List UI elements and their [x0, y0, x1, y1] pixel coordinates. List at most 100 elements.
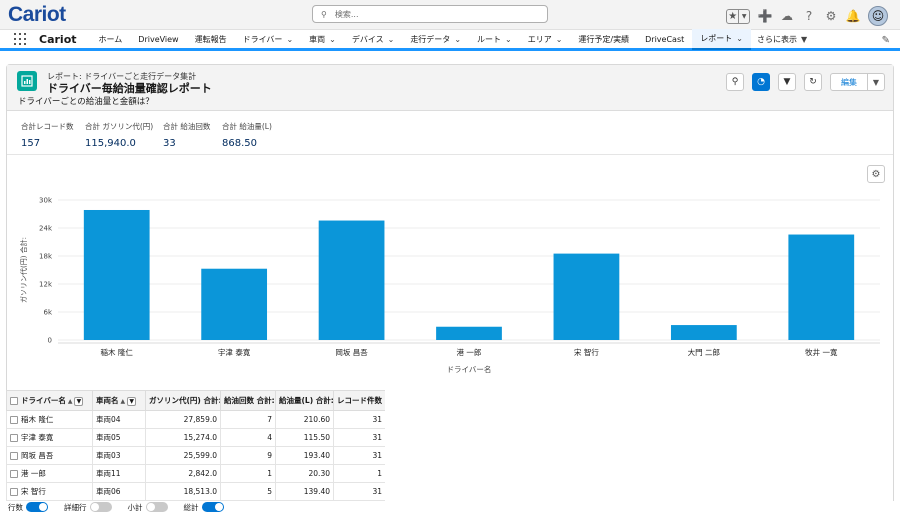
- column-header-record-count[interactable]: レコード件数: [333, 390, 385, 411]
- footer-toggle[interactable]: 行数: [8, 502, 48, 513]
- chevron-down-icon[interactable]: ⌄: [505, 34, 512, 44]
- row-checkbox[interactable]: [10, 452, 18, 460]
- sort-ascending-icon[interactable]: ▲: [120, 398, 126, 405]
- report-table: ドライバー名 ▲ ▼ 車両名 ▲ ▼ ガソリン代(円) 合計: 給油回数 合計: 給油量…: [6, 390, 385, 501]
- global-create-icon[interactable]: ➕: [757, 9, 773, 23]
- chevron-down-icon[interactable]: ⌄: [387, 34, 395, 44]
- cell-value: 115.50: [275, 428, 334, 447]
- edit-nav-pencil-icon[interactable]: ✎: [881, 35, 890, 46]
- refresh-button[interactable]: ↻: [804, 73, 822, 91]
- chevron-down-icon[interactable]: ⌄: [555, 34, 563, 44]
- toggle-switch[interactable]: [89, 502, 112, 512]
- table-row[interactable]: 宋 智行 車両06 18,513.0 5 139.40 31: [6, 482, 385, 501]
- chart-bar[interactable]: [436, 326, 502, 340]
- table-row[interactable]: 港 一郎 車両11 2,842.0 1 20.30 1: [6, 464, 385, 483]
- global-search-input[interactable]: ⚲ 検索...: [312, 5, 548, 23]
- toggle-switch[interactable]: [201, 502, 224, 512]
- chevron-down-icon[interactable]: ⌄: [736, 33, 743, 43]
- column-header-gas-cost[interactable]: ガソリン代(円) 合計:: [145, 390, 221, 411]
- nav-item[interactable]: ルート ⌄: [469, 30, 520, 48]
- column-label: ドライバー名: [21, 396, 66, 405]
- footer-toggle[interactable]: 総計: [184, 502, 224, 513]
- column-header-driver[interactable]: ドライバー名 ▲ ▼: [6, 390, 93, 411]
- row-checkbox[interactable]: [10, 488, 18, 496]
- summary-label: 合計 給油量(L): [222, 122, 272, 131]
- toggle-switch[interactable]: [145, 502, 168, 512]
- table-row[interactable]: 稲木 隆仁 車両04 27,859.0 7 210.60 31: [6, 410, 385, 429]
- nav-item[interactable]: デバイス ⌄: [344, 30, 402, 48]
- nav-item[interactable]: レポート ⌄: [692, 28, 751, 50]
- summary-record-count: 合計レコード数 157: [21, 121, 74, 149]
- chart-bar[interactable]: [553, 253, 620, 340]
- nav-item[interactable]: DriveCast: [637, 30, 692, 48]
- help-icon[interactable]: ?: [805, 9, 813, 23]
- chevron-down-icon[interactable]: ⌄: [454, 34, 462, 44]
- footer-toggle[interactable]: 詳細行: [64, 502, 112, 513]
- summary-gasoline-cost: 合計 ガソリン代(円) 115,940.0: [85, 121, 153, 149]
- edit-menu-chevron-icon[interactable]: ▼: [872, 77, 880, 87]
- chevron-down-icon[interactable]: ⌄: [329, 34, 336, 44]
- chart-bar[interactable]: [318, 220, 385, 340]
- nav-item[interactable]: 運転報告: [187, 30, 235, 48]
- chevron-down-icon[interactable]: ⌄: [286, 34, 294, 44]
- cell-vehicle: 車両05: [92, 428, 146, 447]
- search-report-button[interactable]: ⚲: [726, 73, 744, 91]
- cell-value: 4: [220, 428, 276, 447]
- header-actions: ★ ▼ ➕ ☁ ? ⚙ 🔔 ☺: [726, 6, 888, 26]
- cell-value: 9: [220, 446, 276, 465]
- cariot-logo[interactable]: Cariot: [8, 3, 66, 26]
- nav-item-label: 運転報告: [194, 34, 227, 44]
- cell-value: 1: [333, 464, 385, 483]
- chevron-down-icon[interactable]: ▼: [741, 12, 747, 20]
- nav-more-label: さらに表示: [756, 34, 797, 44]
- chart-bar[interactable]: [670, 325, 737, 340]
- column-header-refuel-volume[interactable]: 給油量(L) 合計:: [275, 390, 334, 411]
- chart-toggle-button[interactable]: ◔: [752, 73, 770, 91]
- row-checkbox[interactable]: [10, 416, 18, 424]
- column-header-vehicle[interactable]: 車両名 ▲ ▼: [92, 390, 146, 411]
- guidance-icon[interactable]: ☁: [781, 9, 793, 23]
- cell-value: 31: [333, 428, 385, 447]
- chart-settings-gear-icon[interactable]: ⚙: [867, 165, 885, 183]
- filter-button[interactable]: ▼: [778, 73, 796, 91]
- cell-value: 1: [220, 464, 276, 483]
- column-menu-icon[interactable]: ▼: [74, 396, 84, 406]
- select-all-checkbox[interactable]: [10, 397, 18, 405]
- nav-item[interactable]: 運行予定/実績: [570, 30, 637, 48]
- star-icon[interactable]: ★: [727, 9, 740, 23]
- column-header-refuel-count[interactable]: 給油回数 合計:: [220, 390, 276, 411]
- nav-item-label: デバイス: [351, 34, 384, 44]
- summary-label: 合計 給油回数: [163, 122, 211, 131]
- nav-item[interactable]: DriveView: [130, 30, 186, 48]
- summary-value: 157: [21, 138, 41, 149]
- table-row[interactable]: 宇津 泰寛 車両05 15,274.0 4 115.50 31: [6, 428, 385, 447]
- user-avatar[interactable]: ☺: [868, 6, 888, 26]
- nav-item[interactable]: ドライバー ⌄: [235, 30, 302, 48]
- column-menu-icon[interactable]: ▼: [127, 396, 137, 406]
- table-row[interactable]: 岡坂 昌吾 車両03 25,599.0 9 193.40 31: [6, 446, 385, 465]
- chart-bar[interactable]: [83, 209, 150, 340]
- summary-label: 合計 ガソリン代(円): [85, 122, 154, 131]
- toggle-label: 小計: [127, 502, 143, 512]
- column-label: 車両名: [96, 396, 119, 405]
- app-launcher-icon[interactable]: [14, 33, 26, 45]
- row-checkbox[interactable]: [10, 434, 18, 442]
- setup-gear-icon[interactable]: ⚙: [825, 9, 837, 23]
- notification-bell-icon[interactable]: 🔔: [845, 9, 861, 23]
- toggle-switch[interactable]: [26, 502, 48, 512]
- nav-more-menu[interactable]: さらに表示 ▼: [751, 34, 813, 45]
- cell-value: 15,274.0: [145, 428, 221, 447]
- row-checkbox[interactable]: [10, 470, 18, 478]
- chart-bar[interactable]: [201, 268, 268, 340]
- nav-item[interactable]: 走行データ ⌄: [402, 30, 469, 48]
- footer-toggle[interactable]: 小計: [128, 502, 168, 513]
- favorites-button[interactable]: ★ ▼: [726, 8, 750, 24]
- nav-item[interactable]: 車両 ⌄: [301, 30, 344, 48]
- cell-value: 210.60: [275, 410, 334, 429]
- nav-item[interactable]: エリア ⌄: [520, 30, 571, 48]
- nav-item[interactable]: ホーム: [91, 30, 131, 48]
- edit-button[interactable]: 編集: [831, 74, 868, 90]
- chart-bar[interactable]: [788, 234, 855, 340]
- nav-item-label: 走行データ: [410, 34, 451, 44]
- sort-ascending-icon[interactable]: ▲: [67, 398, 73, 405]
